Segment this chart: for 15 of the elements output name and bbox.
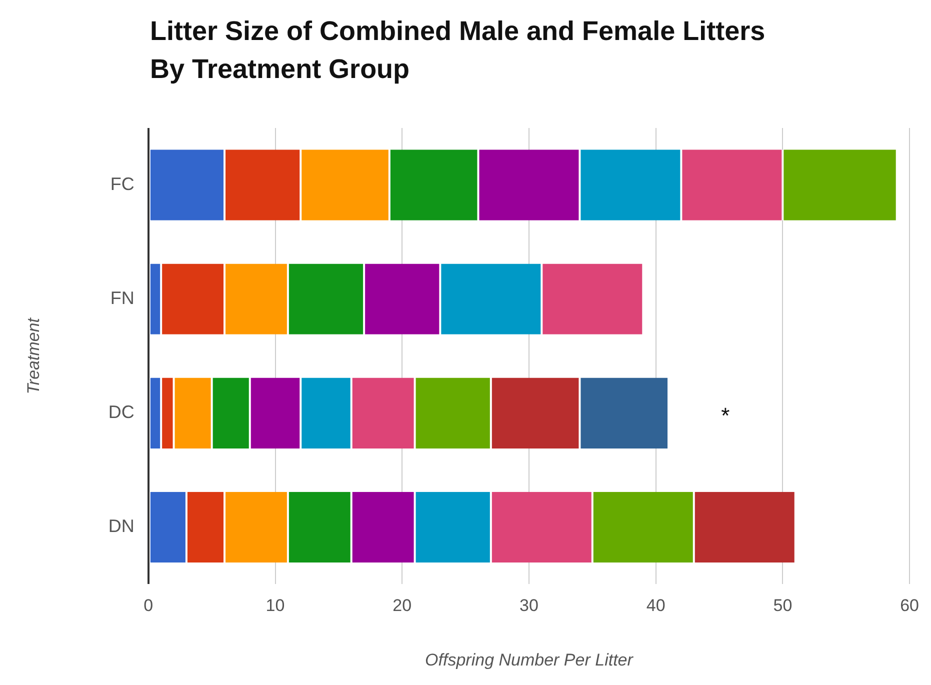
annotation: * xyxy=(721,403,730,428)
x-tick-label: 30 xyxy=(520,596,538,616)
y-tick-label: DN xyxy=(108,516,134,536)
x-tick-label: 40 xyxy=(646,596,666,616)
y-tick-label: FN xyxy=(110,288,134,308)
y-tick-label: FC xyxy=(110,174,134,194)
x-tick-label: 60 xyxy=(900,596,920,616)
x-tick-label: 10 xyxy=(266,596,285,616)
chart-title: Litter Size of Combined Male and Female Litters By Treatment Group xyxy=(150,15,766,86)
x-axis-title: Offspring Number Per Litter xyxy=(425,650,634,670)
y-tick-label: DC xyxy=(108,402,134,422)
x-tick-label: 50 xyxy=(773,596,792,616)
x-tick-label: 20 xyxy=(392,596,412,616)
y-axis-title: Treatment xyxy=(24,316,43,394)
x-tick-label: 0 xyxy=(144,596,154,616)
